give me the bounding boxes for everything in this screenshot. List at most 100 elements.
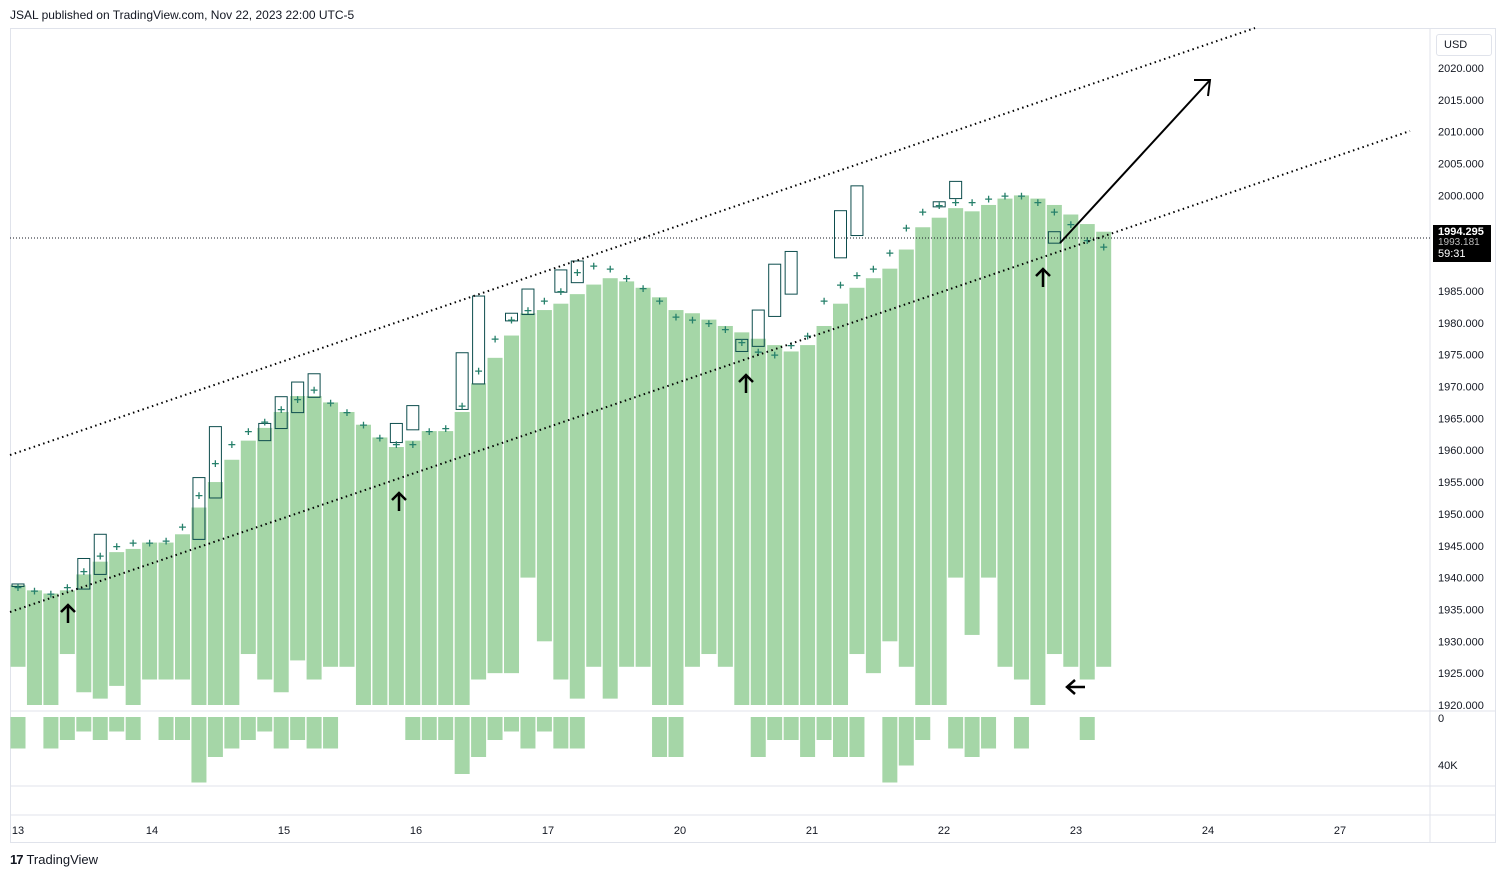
hollow-candle bbox=[192, 477, 206, 540]
plus-marker: + bbox=[46, 588, 55, 601]
price-bar bbox=[635, 287, 651, 667]
plus-marker: + bbox=[30, 584, 39, 597]
price-bar bbox=[306, 396, 322, 680]
plus-marker: + bbox=[754, 345, 763, 358]
price-bar bbox=[339, 411, 355, 667]
price-tick-label: 2015.000 bbox=[1438, 95, 1484, 107]
volume-bar bbox=[10, 717, 26, 749]
hollow-candle bbox=[472, 295, 486, 385]
currency-selector[interactable]: USD bbox=[1436, 34, 1492, 56]
time-tick-label: 21 bbox=[806, 825, 818, 837]
volume-bar bbox=[964, 717, 980, 757]
hollow-candle bbox=[570, 260, 584, 284]
price-tick-label: 1925.000 bbox=[1438, 668, 1484, 680]
chart-frame bbox=[10, 28, 1496, 843]
plus-marker: + bbox=[787, 339, 796, 352]
time-tick-label: 20 bbox=[674, 825, 686, 837]
time-tick-label: 14 bbox=[146, 825, 158, 837]
price-bar bbox=[800, 345, 816, 705]
volume-bar bbox=[849, 717, 865, 757]
volume-bar bbox=[750, 717, 766, 757]
plus-marker: + bbox=[211, 457, 220, 470]
volume-bar bbox=[800, 717, 816, 757]
price-bar bbox=[109, 552, 125, 686]
volume-bar bbox=[59, 717, 75, 740]
volume-bar bbox=[652, 717, 668, 757]
hollow-candle bbox=[768, 263, 782, 317]
time-tick-label: 13 bbox=[12, 825, 24, 837]
projection-arrow-head[interactable] bbox=[1194, 79, 1212, 97]
volume-bar bbox=[240, 717, 256, 740]
time-tick-label: 23 bbox=[1070, 825, 1082, 837]
price-tick-label: 1940.000 bbox=[1438, 573, 1484, 585]
price-tick-label: 1935.000 bbox=[1438, 604, 1484, 616]
plus-marker: + bbox=[918, 205, 927, 218]
volume-bar bbox=[504, 717, 519, 732]
volume-bar bbox=[207, 717, 223, 757]
volume-bar bbox=[454, 717, 470, 774]
plus-marker: + bbox=[523, 304, 532, 317]
price-bar bbox=[569, 294, 585, 699]
projection-arrow-shaft[interactable] bbox=[1059, 79, 1211, 244]
volume-bar bbox=[833, 717, 848, 757]
lower-channel-line[interactable] bbox=[9, 130, 1411, 613]
plus-marker: + bbox=[836, 279, 845, 292]
price-bar bbox=[76, 574, 92, 693]
volume-bar bbox=[175, 717, 190, 740]
volume-bar bbox=[553, 717, 569, 749]
volume-bar bbox=[109, 717, 125, 732]
price-bar bbox=[224, 459, 240, 705]
price-bar bbox=[684, 313, 700, 667]
plus-marker: + bbox=[721, 323, 730, 336]
volume-bar bbox=[43, 717, 59, 749]
hollow-candle bbox=[834, 210, 847, 259]
volume-bar bbox=[421, 717, 437, 740]
footer-brand[interactable]: 17 TradingView bbox=[10, 852, 98, 867]
up-arrow-icon-head[interactable] bbox=[391, 491, 407, 501]
price-bar bbox=[92, 561, 108, 699]
plus-marker: + bbox=[326, 396, 335, 409]
left-arrow-icon-head[interactable] bbox=[1065, 679, 1076, 695]
price-bar bbox=[438, 431, 454, 705]
plus-marker: + bbox=[951, 196, 960, 209]
price-bar bbox=[1046, 204, 1062, 655]
price-bar bbox=[26, 590, 42, 705]
plus-marker: + bbox=[1017, 189, 1026, 202]
price-bar bbox=[816, 325, 832, 705]
price-bar bbox=[405, 440, 421, 705]
plus-marker: + bbox=[227, 438, 236, 451]
volume-bar bbox=[487, 717, 503, 740]
time-tick-label: 22 bbox=[938, 825, 950, 837]
price-bar bbox=[586, 284, 602, 667]
volume-bar bbox=[290, 717, 306, 740]
up-arrow-icon-head[interactable] bbox=[738, 373, 754, 383]
plus-marker: + bbox=[869, 263, 878, 276]
price-bar bbox=[10, 585, 26, 667]
price-bar bbox=[207, 482, 223, 705]
plus-marker: + bbox=[1033, 196, 1042, 209]
volume-bar bbox=[816, 717, 832, 740]
price-tick-label: 1985.000 bbox=[1438, 286, 1484, 298]
plus-marker: + bbox=[392, 438, 401, 451]
plus-marker: + bbox=[803, 330, 812, 343]
plus-marker: + bbox=[1066, 218, 1075, 231]
price-bar bbox=[1013, 195, 1029, 680]
up-arrow-icon-head[interactable] bbox=[60, 603, 76, 613]
up-arrow-icon-head[interactable] bbox=[1035, 267, 1051, 277]
plus-marker: + bbox=[573, 266, 582, 279]
plus-marker: + bbox=[194, 489, 203, 502]
price-tick-label: 1980.000 bbox=[1438, 318, 1484, 330]
price-bar bbox=[964, 211, 980, 635]
volume-bar bbox=[783, 717, 799, 740]
volume-bar bbox=[158, 717, 174, 740]
plus-marker: + bbox=[309, 384, 318, 397]
volume-bar bbox=[273, 717, 289, 749]
hollow-candle bbox=[93, 533, 107, 575]
plus-marker: + bbox=[129, 537, 138, 550]
price-bar bbox=[717, 325, 733, 667]
volume-bar bbox=[306, 717, 322, 749]
price-tick-label: 2020.000 bbox=[1438, 63, 1484, 75]
price-tick-label: 1945.000 bbox=[1438, 541, 1484, 553]
price-tick-label: 1960.000 bbox=[1438, 445, 1484, 457]
